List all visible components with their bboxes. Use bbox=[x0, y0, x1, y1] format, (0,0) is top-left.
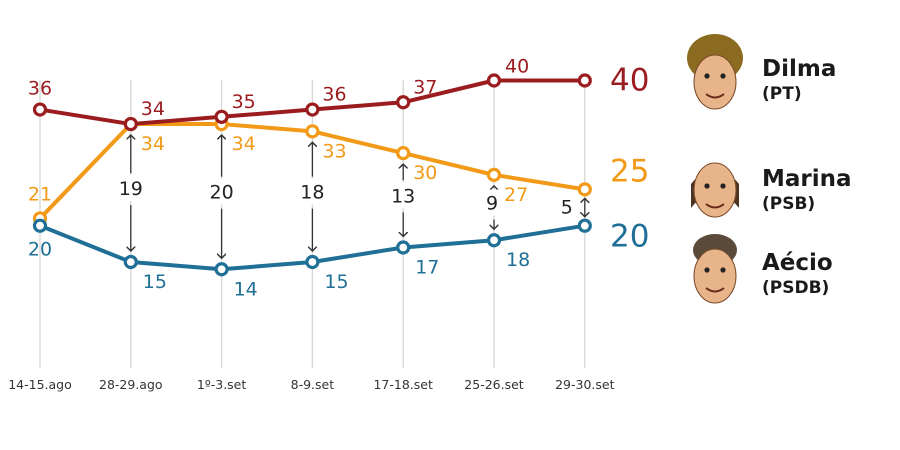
data-point bbox=[577, 73, 592, 88]
series-lines bbox=[32, 73, 592, 277]
marina-caricature-icon bbox=[691, 162, 739, 218]
final-value: 20 bbox=[610, 219, 649, 255]
data-point bbox=[486, 233, 502, 248]
x-tick-label: 14-15.ago bbox=[8, 377, 72, 392]
data-label: 40 bbox=[505, 56, 529, 78]
final-values: 40 25 20 bbox=[610, 63, 649, 255]
data-point bbox=[123, 254, 138, 270]
data-point bbox=[577, 218, 592, 233]
data-label: 18 bbox=[506, 249, 530, 271]
data-label: 20 bbox=[28, 239, 52, 261]
gap-label-bg bbox=[390, 182, 417, 209]
data-label: 37 bbox=[413, 76, 437, 98]
data-point bbox=[214, 262, 229, 277]
data-point bbox=[214, 109, 229, 124]
data-label: 34 bbox=[232, 133, 256, 155]
final-value: 40 bbox=[610, 63, 649, 99]
data-label: 30 bbox=[413, 162, 437, 184]
data-point bbox=[396, 146, 411, 161]
data-label: 33 bbox=[322, 140, 346, 162]
data-label: 27 bbox=[504, 184, 528, 206]
candidate-name: Aécio bbox=[762, 250, 833, 276]
aecio-caricature-icon bbox=[693, 234, 737, 304]
gap-label: 9 bbox=[486, 193, 498, 215]
data-label: 35 bbox=[232, 91, 256, 113]
gap-label-bg bbox=[299, 178, 326, 205]
data-label: 36 bbox=[28, 78, 52, 100]
candidate-party: (PT) bbox=[762, 84, 802, 104]
data-label: 15 bbox=[143, 271, 167, 293]
x-tick-label: 25-26.set bbox=[464, 377, 523, 392]
data-point bbox=[305, 254, 320, 270]
candidate-name: Dilma bbox=[762, 56, 836, 82]
data-point bbox=[305, 102, 320, 117]
data-label: 21 bbox=[28, 183, 52, 205]
data-point bbox=[396, 95, 411, 110]
x-tick-label: 17-18.set bbox=[373, 377, 432, 392]
final-value: 25 bbox=[610, 153, 649, 189]
data-label: 15 bbox=[324, 271, 348, 293]
data-point bbox=[32, 102, 48, 117]
x-tick-label: 1º-3.set bbox=[197, 377, 246, 392]
data-labels: 36 34 35 36 37 40 21 34 34 33 30 27 20 15 14 15 17 18 bbox=[28, 56, 530, 301]
dilma-caricature-icon bbox=[687, 34, 743, 110]
gap-label-bg bbox=[117, 175, 144, 202]
data-point bbox=[577, 182, 592, 197]
data-label: 34 bbox=[141, 133, 165, 155]
candidate-name: Marina bbox=[762, 166, 852, 192]
data-point bbox=[486, 73, 502, 88]
gap-label: 20 bbox=[210, 182, 234, 204]
x-tick-label: 28-29.ago bbox=[99, 377, 163, 392]
data-point bbox=[32, 218, 48, 233]
gap-label: 13 bbox=[391, 185, 415, 207]
x-tick-label: 29-30.set bbox=[555, 377, 614, 392]
gap-label: 18 bbox=[300, 182, 324, 204]
gap-label-bg bbox=[479, 189, 505, 216]
x-tick-label: 8-9.set bbox=[291, 377, 335, 392]
data-point bbox=[305, 124, 320, 139]
x-axis-ticks: 14-15.ago 28-29.ago 1º-3.set 8-9.set 17-18.s… bbox=[8, 377, 614, 392]
data-point bbox=[396, 240, 411, 255]
data-label: 36 bbox=[322, 84, 346, 106]
data-label: 14 bbox=[234, 278, 258, 300]
candidate-party: (PSDB) bbox=[762, 278, 829, 298]
gap-label-bg bbox=[208, 178, 235, 205]
data-point bbox=[123, 116, 138, 132]
data-point bbox=[486, 167, 502, 182]
gap-label: 19 bbox=[119, 178, 143, 200]
gap-label: 5 bbox=[561, 197, 573, 219]
candidate-legend: Dilma(PT) Marina(PSB) Aécio(PSDB) bbox=[687, 34, 852, 304]
gap-annotations: 19 20 18 13 9 5 bbox=[117, 135, 585, 258]
data-label: 17 bbox=[415, 256, 439, 278]
candidate-party: (PSB) bbox=[762, 194, 815, 214]
data-label: 34 bbox=[141, 98, 165, 120]
